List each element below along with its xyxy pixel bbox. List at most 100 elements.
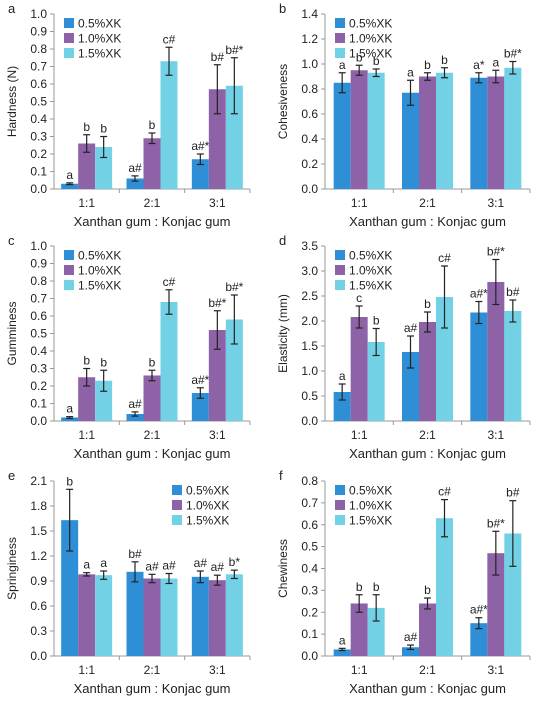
significance-label: a [339, 369, 346, 383]
x-tick-label: 1:1 [351, 428, 368, 442]
significance-label: b [356, 580, 363, 594]
bar [78, 377, 96, 421]
significance-label: b* [229, 555, 241, 569]
x-tick-label: 1:1 [351, 196, 368, 210]
y-tick-label: 0.7 [301, 496, 318, 510]
x-tick-label: 2:1 [144, 428, 161, 442]
panel-label: e [8, 468, 15, 483]
bar [191, 576, 209, 656]
bar [487, 282, 505, 421]
significance-label: b# [506, 486, 520, 500]
bar [470, 623, 488, 656]
significance-label: a#* [191, 373, 209, 387]
chart-panel-e: e 0.0 0.3 0.6 0.9 1.2 1.5 1.8 2.1 Springiness 1:1 b… [5, 468, 251, 696]
bar [143, 375, 161, 421]
y-tick-label: 0.8 [30, 274, 47, 288]
legend-label: 0.5%XK [78, 17, 121, 31]
bar [61, 417, 79, 421]
significance-label: b [373, 314, 380, 328]
bar [487, 76, 505, 189]
legend-swatch [172, 485, 182, 495]
x-tick-label: 2:1 [144, 663, 161, 677]
bar [78, 143, 96, 189]
bar [487, 553, 505, 656]
y-tick-label: 0.1 [30, 165, 47, 179]
y-axis-title: Elasticity (mm) [276, 294, 290, 373]
x-tick-label: 3:1 [487, 196, 504, 210]
legend-swatch [335, 250, 345, 260]
bar [95, 575, 113, 656]
legend: 0.5%XK1.0%XK1.5%XK [335, 17, 392, 61]
significance-label: b#* [225, 280, 243, 294]
x-tick-label: 1:1 [78, 663, 95, 677]
panel-label: b [279, 1, 286, 16]
bar [160, 578, 178, 656]
legend-label: 0.5%XK [349, 17, 392, 31]
x-tick-label: 1:1 [351, 663, 368, 677]
y-tick-label: 0.0 [301, 182, 318, 196]
y-tick-label: 3.5 [301, 239, 318, 253]
bar [208, 330, 226, 421]
y-tick-label: 0.4 [301, 562, 318, 576]
y-tick-label: 0.4 [30, 112, 47, 126]
bar [504, 67, 522, 189]
bar [402, 647, 419, 656]
legend-label: 1.0%XK [78, 264, 121, 278]
significance-label: a#* [470, 603, 488, 617]
y-tick-label: 0.5 [301, 389, 318, 403]
x-tick-label: 3:1 [487, 428, 504, 442]
y-tick-label: 0.6 [301, 518, 318, 532]
legend: 0.5%XK1.0%XK1.5%XK [64, 249, 121, 293]
y-tick-label: 0.9 [30, 574, 47, 588]
y-tick-label: 3.0 [301, 264, 318, 278]
y-tick-label: 0.6 [301, 107, 318, 121]
significance-label: a [66, 168, 73, 182]
bar [160, 61, 178, 189]
legend-label: 1.5%XK [78, 47, 121, 61]
x-axis-title: Xanthan gum : Konjac gum [349, 214, 506, 229]
y-tick-label: 0.5 [30, 95, 47, 109]
significance-label: b [149, 118, 156, 132]
y-tick-label: 0.0 [30, 414, 47, 428]
significance-label: a [100, 556, 107, 570]
legend-label: 1.0%XK [186, 499, 229, 513]
legend-swatch [64, 33, 74, 43]
bar [350, 70, 368, 189]
x-tick-label: 2:1 [419, 663, 436, 677]
significance-label: b#* [208, 296, 226, 310]
y-tick-label: 0.2 [301, 605, 318, 619]
y-tick-label: 0.0 [30, 649, 47, 663]
legend-swatch [335, 280, 345, 290]
bar [402, 352, 419, 421]
significance-label: b#* [504, 47, 522, 61]
bar [208, 580, 226, 656]
significance-label: a# [128, 161, 142, 175]
significance-label: c# [438, 251, 451, 265]
significance-label: a [83, 558, 90, 572]
bar [225, 574, 243, 656]
legend-label: 0.5%XK [78, 249, 121, 263]
y-axis-title: Chewiness [276, 539, 290, 598]
panel-label: a [8, 1, 16, 16]
bar [367, 72, 385, 189]
significance-label: a# [211, 560, 225, 574]
legend-label: 1.0%XK [349, 264, 392, 278]
y-tick-label: 2.5 [301, 289, 318, 303]
bar [333, 392, 351, 421]
legend-label: 1.0%XK [78, 32, 121, 46]
bar [78, 574, 96, 656]
panel-label: c [8, 233, 15, 248]
bar [225, 85, 243, 189]
significance-label: a#* [470, 287, 488, 301]
bar [367, 607, 385, 656]
x-tick-label: 2:1 [419, 196, 436, 210]
y-tick-label: 0.6 [30, 309, 47, 323]
legend-swatch [335, 18, 345, 28]
significance-label: b [424, 297, 431, 311]
x-tick-label: 3:1 [209, 196, 226, 210]
x-axis-title: Xanthan gum : Konjac gum [74, 446, 231, 461]
significance-label: b [356, 50, 363, 64]
y-tick-label: 0.8 [301, 82, 318, 96]
y-tick-label: 0.9 [30, 25, 47, 39]
